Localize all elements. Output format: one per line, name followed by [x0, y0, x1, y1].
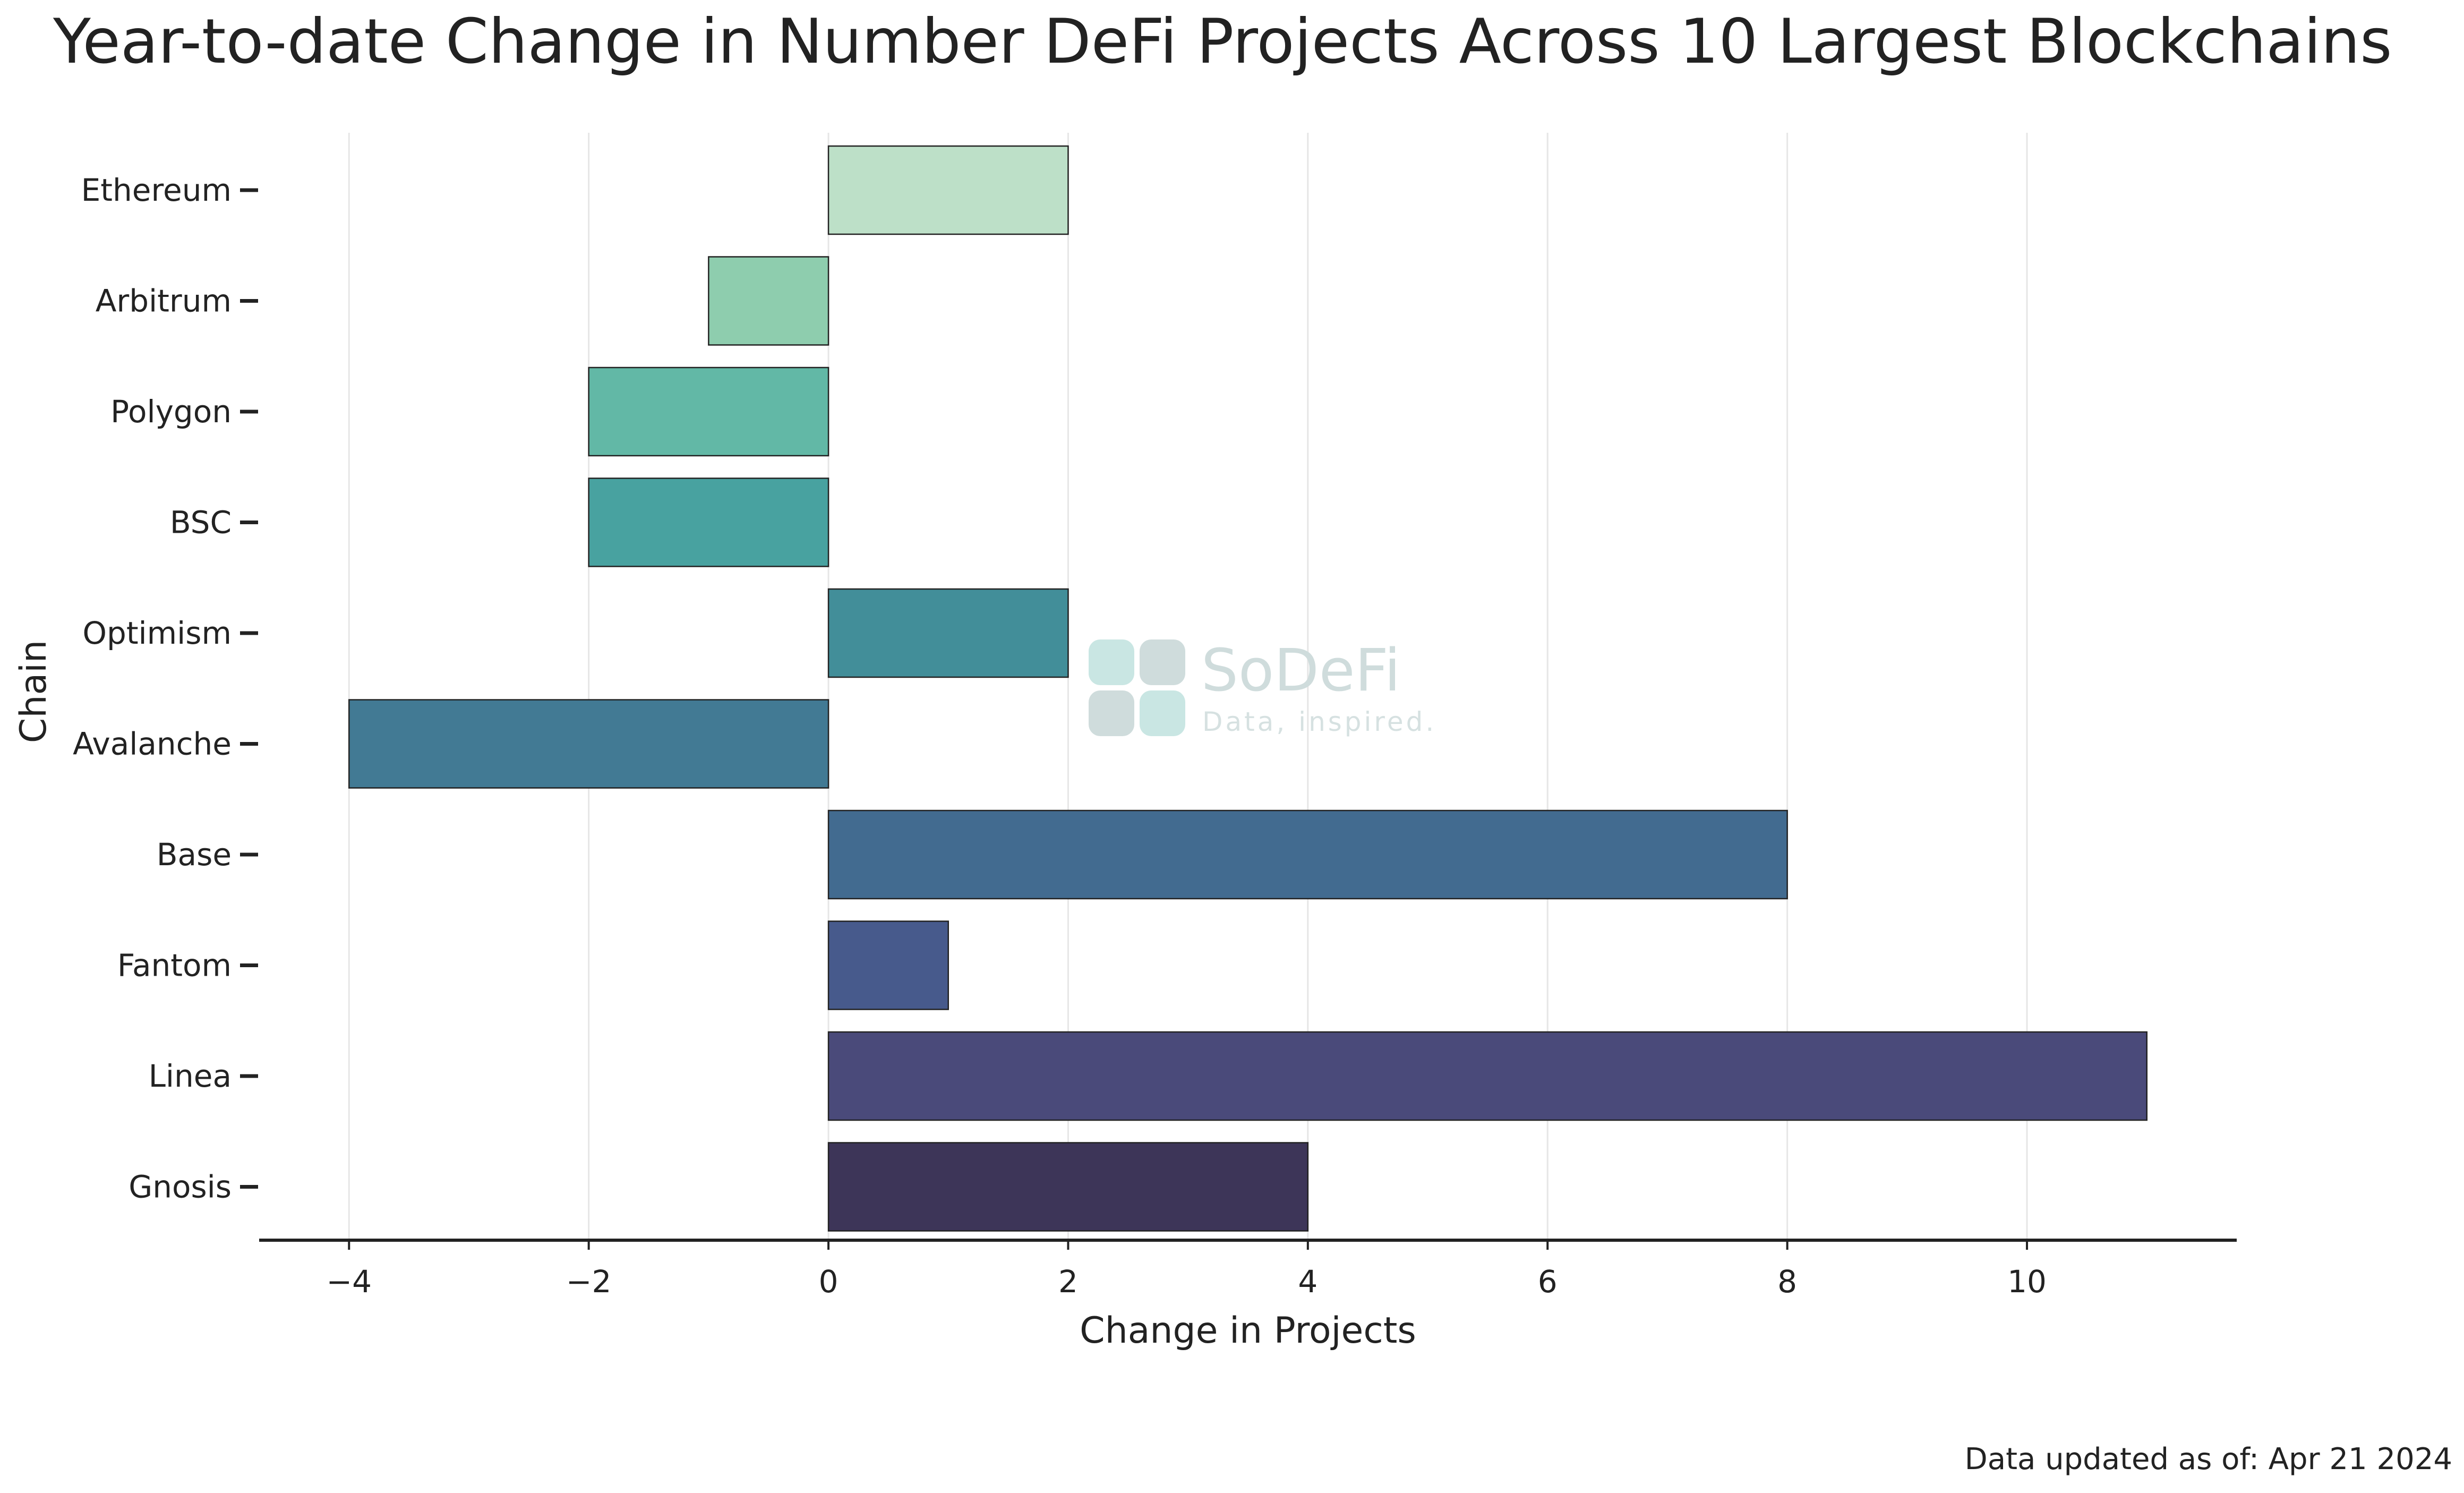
y-tick-label: Avalanche	[73, 726, 232, 762]
bar-linea	[827, 1031, 2148, 1121]
y-tick-label: BSC	[170, 505, 232, 541]
bar-bsc	[588, 477, 829, 567]
sodefi-logo-icon	[1089, 639, 1185, 736]
bar-arbitrum	[708, 256, 829, 346]
x-tick-label: −4	[327, 1264, 372, 1300]
y-tick-label: Fantom	[117, 948, 232, 984]
bar-optimism	[827, 588, 1069, 678]
x-tick-label: 6	[1538, 1264, 1558, 1300]
data-updated-note: Data updated as of: Apr 21 2024	[1965, 1442, 2452, 1477]
y-tick-label: Polygon	[110, 394, 232, 430]
x-tick-label: 4	[1298, 1264, 1317, 1300]
bar-gnosis	[827, 1142, 1309, 1232]
bar-fantom	[827, 920, 949, 1010]
y-axis-ticks: Ethereum Arbitrum Polygon BSC Optimism Avalan…	[73, 172, 258, 1205]
watermark-tagline: Data, inspired.	[1202, 706, 1436, 737]
y-tick-label: Ethereum	[81, 172, 232, 208]
x-tick-label: 8	[1777, 1264, 1797, 1300]
bar-polygon	[588, 366, 829, 457]
x-axis-label: Change in Projects	[1080, 1310, 1416, 1352]
x-axis-ticks: −4 −2 0 2 4 6 8 10	[327, 1240, 2047, 1300]
bars	[348, 145, 2148, 1232]
bar-base	[827, 809, 1788, 900]
bar-ethereum	[827, 145, 1069, 235]
x-tick-label: 0	[819, 1264, 839, 1300]
y-tick-label: Optimism	[82, 615, 232, 651]
y-tick-label: Gnosis	[129, 1169, 232, 1205]
y-tick-label: Arbitrum	[96, 283, 232, 319]
x-tick-label: −2	[566, 1264, 612, 1300]
watermark: SoDeFi Data, inspired.	[1089, 636, 1436, 737]
x-tick-label: 2	[1058, 1264, 1078, 1300]
bar-avalanche	[348, 699, 829, 789]
y-tick-label: Linea	[149, 1058, 232, 1094]
chart-title: Year-to-date Change in Number DeFi Proje…	[53, 6, 2392, 78]
x-tick-label: 10	[2007, 1264, 2047, 1300]
y-tick-label: Base	[157, 837, 232, 873]
watermark-name: SoDeFi	[1201, 636, 1400, 704]
y-axis-label: Chain	[13, 640, 55, 743]
